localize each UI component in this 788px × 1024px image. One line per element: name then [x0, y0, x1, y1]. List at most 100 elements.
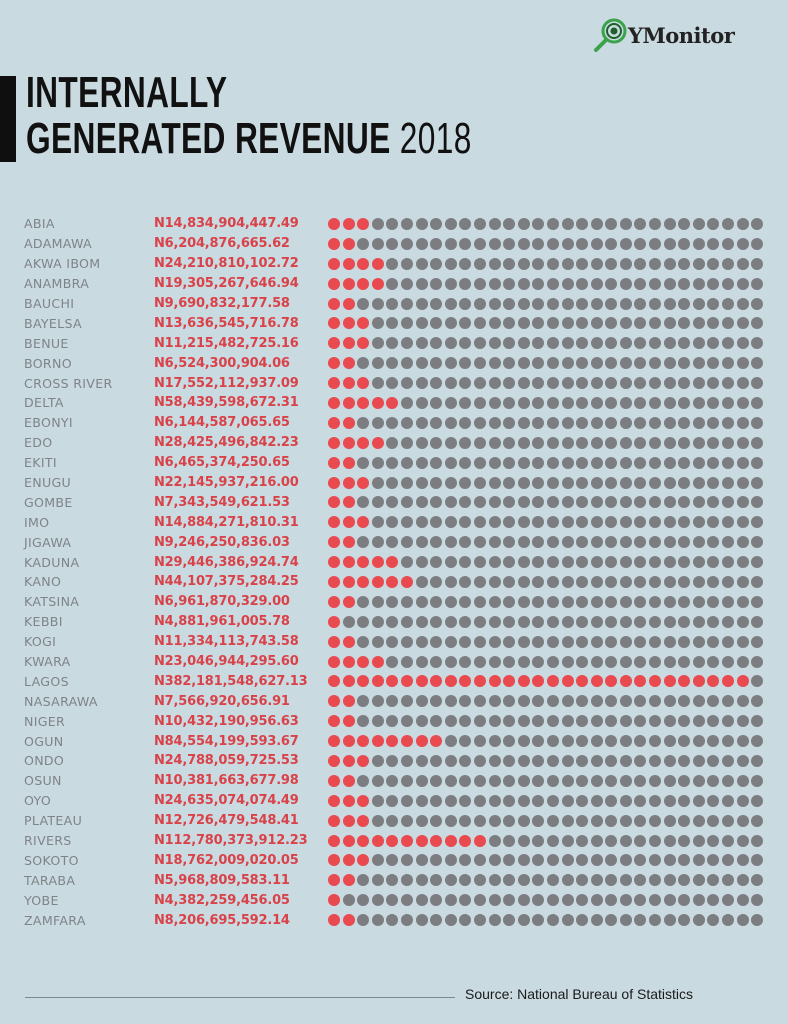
- dot-empty: [634, 794, 647, 807]
- dot-empty: [444, 436, 457, 449]
- dot-empty: [546, 217, 559, 230]
- dot-filled: [371, 575, 384, 588]
- dot-empty: [532, 754, 545, 767]
- dot-empty: [576, 814, 589, 827]
- table-row: CROSS RIVER N17,552,112,937.09: [24, 373, 774, 393]
- dot-empty: [546, 695, 559, 708]
- dot-empty: [444, 456, 457, 469]
- dot-empty: [619, 556, 632, 569]
- dot-empty: [751, 556, 764, 569]
- dot-empty: [400, 754, 413, 767]
- dot-bar: [328, 297, 764, 310]
- dot-empty: [488, 317, 501, 330]
- dot-empty: [649, 655, 662, 668]
- dot-empty: [678, 516, 691, 529]
- dot-empty: [605, 635, 618, 648]
- dot-empty: [473, 735, 486, 748]
- dot-empty: [722, 317, 735, 330]
- table-row: KATSINA N6,961,870,329.00: [24, 592, 774, 612]
- dot-empty: [707, 317, 720, 330]
- dot-empty: [722, 337, 735, 350]
- dot-empty: [517, 794, 530, 807]
- revenue-value: N112,780,373,912.23: [154, 833, 308, 849]
- dot-empty: [430, 317, 443, 330]
- dot-empty: [459, 536, 472, 549]
- dot-empty: [503, 754, 516, 767]
- dot-filled: [342, 794, 355, 807]
- dot-empty: [488, 436, 501, 449]
- state-label: BORNO: [24, 355, 72, 371]
- dot-empty: [692, 914, 705, 927]
- dot-empty: [503, 874, 516, 887]
- dot-filled: [342, 675, 355, 688]
- revenue-value: N22,145,937,216.00: [154, 475, 299, 491]
- dot-empty: [619, 357, 632, 370]
- dot-empty: [430, 854, 443, 867]
- dot-empty: [546, 516, 559, 529]
- dot-empty: [576, 536, 589, 549]
- dot-empty: [415, 377, 428, 390]
- dot-empty: [503, 655, 516, 668]
- dot-empty: [517, 416, 530, 429]
- dot-empty: [473, 595, 486, 608]
- dot-filled: [342, 556, 355, 569]
- dot-bar: [328, 834, 764, 847]
- dot-empty: [561, 794, 574, 807]
- revenue-value: N29,446,386,924.74: [154, 554, 299, 570]
- dot-empty: [736, 496, 749, 509]
- dot-empty: [576, 575, 589, 588]
- dot-empty: [649, 595, 662, 608]
- dot-empty: [707, 774, 720, 787]
- dot-empty: [444, 715, 457, 728]
- dot-empty: [371, 476, 384, 489]
- dot-empty: [619, 496, 632, 509]
- dot-empty: [561, 914, 574, 927]
- dot-empty: [576, 297, 589, 310]
- dot-empty: [590, 516, 603, 529]
- dot-empty: [473, 536, 486, 549]
- dot-empty: [459, 257, 472, 270]
- dot-empty: [692, 575, 705, 588]
- dot-empty: [634, 496, 647, 509]
- dot-empty: [430, 377, 443, 390]
- dot-empty: [707, 337, 720, 350]
- dot-empty: [619, 834, 632, 847]
- dot-empty: [619, 436, 632, 449]
- dot-empty: [503, 297, 516, 310]
- table-row: KANO N44,107,375,284.25: [24, 572, 774, 592]
- dot-empty: [605, 754, 618, 767]
- dot-empty: [371, 715, 384, 728]
- dot-empty: [576, 516, 589, 529]
- dot-empty: [473, 615, 486, 628]
- table-row: OGUN N84,554,199,593.67: [24, 731, 774, 751]
- dot-empty: [634, 257, 647, 270]
- page-title: INTERNALLY GENERATED REVENUE 2018: [26, 70, 645, 162]
- dot-empty: [444, 357, 457, 370]
- dot-empty: [736, 894, 749, 907]
- dot-empty: [488, 854, 501, 867]
- dot-empty: [532, 914, 545, 927]
- dot-empty: [459, 715, 472, 728]
- dot-empty: [488, 754, 501, 767]
- brand-name: YMonitor: [628, 22, 735, 48]
- dot-empty: [707, 854, 720, 867]
- dot-empty: [488, 396, 501, 409]
- dot-empty: [576, 496, 589, 509]
- dot-empty: [590, 814, 603, 827]
- dot-bar: [328, 735, 764, 748]
- dot-empty: [561, 635, 574, 648]
- dot-empty: [357, 715, 370, 728]
- dot-empty: [400, 655, 413, 668]
- dot-empty: [619, 257, 632, 270]
- dot-empty: [371, 516, 384, 529]
- dot-empty: [736, 635, 749, 648]
- dot-empty: [605, 894, 618, 907]
- dot-empty: [736, 794, 749, 807]
- dot-empty: [357, 914, 370, 927]
- dot-filled: [328, 536, 340, 549]
- dot-empty: [430, 655, 443, 668]
- dot-empty: [444, 774, 457, 787]
- dot-empty: [649, 754, 662, 767]
- dot-empty: [430, 635, 443, 648]
- dot-empty: [692, 456, 705, 469]
